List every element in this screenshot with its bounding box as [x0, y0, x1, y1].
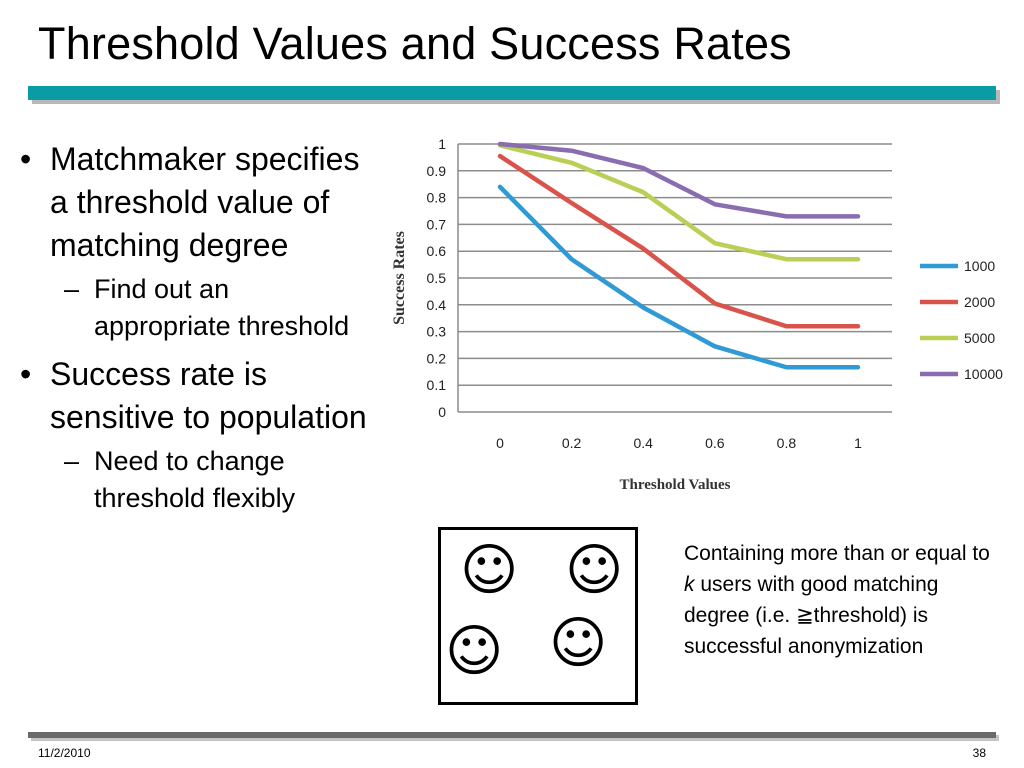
legend-label: 2000 — [964, 294, 995, 310]
y-tick-label: 0.5 — [427, 270, 447, 286]
bullet-mark: • — [20, 141, 32, 177]
y-tick-label: 0.3 — [427, 324, 447, 340]
smiley-face-icon: ☺ — [565, 538, 624, 603]
success-rate-line-chart: 0 0.1 0.2 0.3 0.4 0.5 0.6 0.7 0.8 0.9 1 0 0.2 0.4 0.6 0… — [391, 136, 1003, 493]
series-line — [497, 184, 861, 370]
sub-bullet-item: – Need to change threshold flexibly — [20, 443, 370, 517]
bullet-text: Success rate is sensitive to population — [50, 356, 367, 435]
legend-label: 10000 — [964, 366, 1003, 382]
x-tick-label: 0.8 — [777, 435, 797, 451]
bullet-item: • Success rate is sensitive to populatio… — [20, 353, 370, 439]
smiley-face-icon: ☺ — [549, 611, 608, 676]
y-tick-label: 0.4 — [427, 297, 447, 313]
x-tick-label: 0.6 — [705, 435, 725, 451]
y-tick-label: 0.6 — [427, 243, 447, 259]
x-tick-label: 1 — [854, 435, 862, 451]
slide-title: Threshold Values and Success Rates — [38, 18, 792, 69]
smiley-face-icon: ☺ — [460, 538, 519, 603]
y-tick-label: 0.2 — [427, 350, 447, 366]
y-axis-title: Success Rates — [391, 231, 408, 325]
footer-divider — [28, 732, 996, 738]
bullet-list: • Matchmaker specifies a threshold value… — [20, 138, 370, 525]
x-tick-label: 0.2 — [562, 435, 582, 451]
legend-label: 1000 — [964, 258, 995, 274]
series-line — [497, 141, 861, 219]
users-illustration: ☺ ☺ ☺ ☺ — [438, 527, 638, 705]
y-tick-label: 0.7 — [427, 216, 447, 232]
anonymization-note: Containing more than or equal to k users… — [684, 538, 994, 662]
footer-date: 11/2/2010 — [38, 746, 91, 760]
note-k-variable: k — [684, 573, 695, 596]
y-tick-label: 1 — [438, 136, 446, 152]
page-number: 38 — [972, 746, 986, 760]
x-tick-label: 0.4 — [633, 435, 653, 451]
legend-label: 5000 — [964, 330, 995, 346]
series-line — [497, 153, 861, 329]
y-tick-label: 0 — [438, 404, 446, 420]
sub-bullet-item: – Find out an appropriate threshold — [20, 271, 370, 345]
bullet-mark: • — [20, 356, 32, 392]
dash-mark: – — [64, 446, 80, 476]
y-tick-label: 0.8 — [427, 190, 447, 206]
title-divider — [28, 86, 996, 100]
sub-bullet-text: Need to change threshold flexibly — [94, 446, 296, 513]
smiley-face-icon: ☺ — [445, 619, 504, 684]
y-tick-label: 0.1 — [427, 377, 447, 393]
sub-bullet-text: Find out an appropriate threshold — [94, 274, 350, 341]
dash-mark: – — [64, 274, 80, 304]
note-text-2: users with good matching degree (i.e. ≧t… — [684, 573, 939, 658]
note-text-1: Containing more than or equal to — [684, 542, 990, 565]
bullet-text: Matchmaker specifies a threshold value o… — [50, 141, 360, 263]
bullet-item: • Matchmaker specifies a threshold value… — [20, 138, 370, 267]
x-tick-label: 0 — [496, 435, 504, 451]
y-tick-label: 0.9 — [427, 163, 447, 179]
x-axis-title: Threshold Values — [619, 477, 730, 493]
series-line — [497, 143, 861, 262]
